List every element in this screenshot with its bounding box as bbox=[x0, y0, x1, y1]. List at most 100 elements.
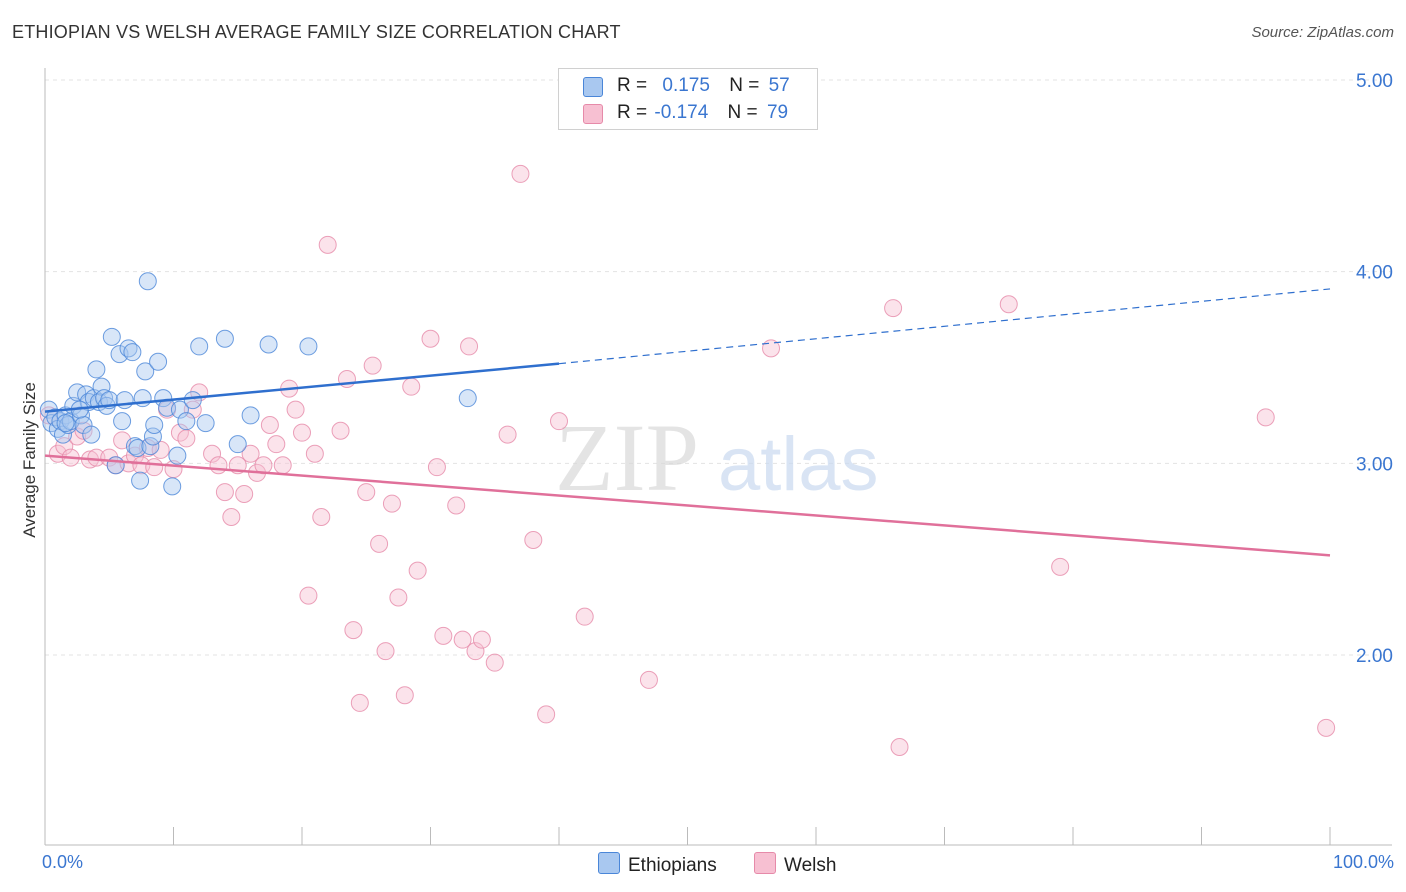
welsh-point bbox=[382, 494, 401, 513]
welsh-point bbox=[460, 337, 479, 356]
ethiopians-point bbox=[102, 327, 121, 346]
welsh-point bbox=[183, 400, 202, 419]
bottom-legend-swatch-ethiopians bbox=[598, 852, 620, 874]
legend-text-ethiopians: R = 0.175 N = 57 bbox=[617, 75, 790, 97]
ethiopians-point bbox=[143, 427, 162, 446]
watermark-atlas: atlas bbox=[718, 422, 879, 507]
bottom-legend-ethiopians: Ethiopians bbox=[598, 852, 717, 877]
welsh-point bbox=[273, 456, 292, 475]
ethiopians-point bbox=[113, 412, 132, 431]
legend-n-label: N = bbox=[729, 75, 760, 96]
ethiopians-point bbox=[241, 406, 260, 425]
ethiopians-point bbox=[183, 391, 202, 410]
welsh-point bbox=[884, 299, 903, 318]
ethiopians-point bbox=[125, 437, 144, 456]
watermark: ZIP atlas bbox=[555, 404, 879, 511]
legend-r-value-welsh: -0.174 bbox=[654, 102, 709, 123]
welsh-point bbox=[203, 444, 222, 463]
bottom-legend-label-welsh: Welsh bbox=[784, 855, 837, 876]
legend-r-label: R = bbox=[617, 75, 648, 96]
legend-swatch-ethiopians bbox=[583, 77, 603, 97]
welsh-point bbox=[498, 425, 517, 444]
ethiopians-point bbox=[138, 272, 157, 291]
welsh-point bbox=[376, 642, 395, 661]
x-tick-label-max: 100.0% bbox=[1332, 852, 1394, 872]
chart-source: Source: ZipAtlas.com bbox=[1251, 24, 1394, 41]
welsh-point bbox=[370, 534, 389, 553]
ethiopians-point bbox=[136, 362, 155, 381]
ethiopians-point bbox=[163, 477, 182, 496]
welsh-point bbox=[434, 626, 453, 645]
welsh-point bbox=[408, 561, 427, 580]
y-tick-label: 2.00 bbox=[1356, 646, 1393, 667]
welsh-point bbox=[537, 705, 556, 724]
ethiopians-point bbox=[170, 400, 189, 419]
welsh-point bbox=[357, 483, 376, 502]
ethiopians-point bbox=[92, 377, 111, 396]
welsh-point bbox=[1317, 718, 1336, 737]
ethiopians-point bbox=[190, 337, 209, 356]
welsh-point bbox=[550, 412, 568, 431]
ethiopians-point bbox=[196, 414, 215, 433]
welsh-point bbox=[267, 435, 286, 454]
bottom-legend-welsh: Welsh bbox=[754, 852, 836, 877]
ethiopians-point bbox=[299, 337, 318, 356]
ethiopians-point bbox=[149, 352, 168, 371]
welsh-point bbox=[1051, 557, 1070, 576]
y-tick-labels: 2.00 3.00 4.00 5.00 bbox=[1356, 71, 1393, 667]
welsh-point bbox=[55, 437, 74, 456]
chart-title: ETHIOPIAN VS WELSH AVERAGE FAMILY SIZE C… bbox=[12, 22, 621, 42]
welsh-point bbox=[344, 621, 363, 640]
welsh-point bbox=[466, 642, 485, 661]
legend-n-label: N = bbox=[727, 102, 758, 123]
ethiopians-point bbox=[154, 389, 173, 408]
welsh-point bbox=[890, 738, 909, 756]
welsh-point bbox=[395, 686, 414, 705]
legend-text-welsh: R = -0.174 N = 79 bbox=[617, 102, 788, 124]
welsh-point bbox=[235, 485, 254, 503]
welsh-trend-line bbox=[44, 454, 1331, 557]
welsh-point bbox=[145, 458, 164, 477]
y-tick-label: 3.00 bbox=[1356, 454, 1393, 475]
welsh-point bbox=[318, 235, 337, 254]
ethiopians-point bbox=[131, 471, 150, 490]
bottom-legend-label-ethiopians: Ethiopians bbox=[628, 855, 717, 876]
ethiopians-point bbox=[56, 414, 75, 433]
correlation-legend: R = 0.175 N = 57 R = -0.174 N = 79 bbox=[558, 68, 818, 130]
welsh-point bbox=[177, 429, 196, 448]
ethiopians-point bbox=[458, 389, 477, 408]
ethiopians-point bbox=[123, 343, 142, 362]
legend-r-value-ethiopians: 0.175 bbox=[662, 75, 710, 96]
welsh-point bbox=[453, 630, 472, 649]
welsh-point bbox=[260, 416, 279, 434]
data-points bbox=[39, 71, 1336, 756]
x-tick-label-min: 0.0% bbox=[42, 852, 84, 872]
welsh-point bbox=[87, 448, 106, 467]
ethiopians-point bbox=[259, 335, 278, 354]
welsh-point bbox=[511, 164, 530, 183]
ethiopians-trend-extension bbox=[558, 288, 1331, 365]
ethiopians-point bbox=[68, 383, 87, 402]
welsh-point bbox=[293, 423, 311, 442]
ethiopians-point bbox=[228, 435, 247, 454]
ethiopians-point bbox=[145, 416, 164, 434]
watermark-zip: ZIP bbox=[555, 404, 699, 511]
grid-lines bbox=[45, 79, 1392, 656]
trend-lines bbox=[44, 288, 1331, 557]
ethiopians-point bbox=[177, 412, 196, 431]
ethiopians-trend-line bbox=[44, 362, 560, 413]
welsh-point bbox=[151, 440, 170, 459]
welsh-point bbox=[222, 508, 241, 526]
welsh-point bbox=[299, 586, 318, 605]
welsh-point bbox=[286, 400, 305, 419]
y-tick-label: 4.00 bbox=[1356, 263, 1393, 284]
welsh-point bbox=[575, 607, 594, 626]
ethiopians-point bbox=[53, 425, 72, 444]
ethiopians-point bbox=[215, 329, 234, 348]
welsh-point bbox=[312, 508, 331, 526]
legend-swatch-welsh bbox=[583, 104, 603, 124]
ethiopians-point bbox=[82, 425, 101, 444]
welsh-point bbox=[215, 483, 234, 502]
bottom-legend-swatch-welsh bbox=[754, 852, 776, 874]
